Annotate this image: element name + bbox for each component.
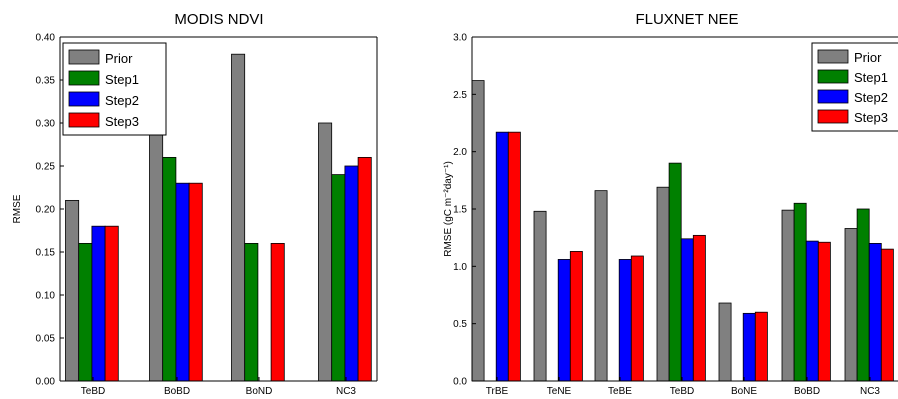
x-tick-label: BoBD xyxy=(794,386,820,397)
bar-step2-bobd xyxy=(175,182,190,382)
y-tick-label: 0.05 xyxy=(36,334,56,345)
legend-label-step1: Step1 xyxy=(105,72,139,87)
y-tick-label: 0.10 xyxy=(36,291,56,302)
chart-title: MODIS NDVI xyxy=(174,11,263,28)
x-tick-label: TeBE xyxy=(608,386,632,397)
bar-prior-bond xyxy=(231,53,246,382)
bar-step3-bone xyxy=(754,311,768,382)
y-tick-label: 1.0 xyxy=(453,262,467,273)
chart-title: FLUXNET NEE xyxy=(635,11,738,28)
bar-step3-bond xyxy=(270,242,285,382)
legend-label-step2: Step2 xyxy=(854,90,888,105)
bar-prior-tebe xyxy=(594,190,608,382)
bar-step3-trbe xyxy=(507,131,521,382)
bar-step1-bobd xyxy=(793,202,807,382)
legend-swatch-prior xyxy=(817,49,849,64)
legend-label-prior: Prior xyxy=(105,51,133,66)
bar-step1-bond xyxy=(244,242,259,382)
x-tick-label: BoNE xyxy=(731,386,757,397)
bar-step3-tebd xyxy=(692,234,706,382)
legend-swatch-step3 xyxy=(817,109,849,124)
bar-prior-tene xyxy=(533,210,547,382)
legend-label-step3: Step3 xyxy=(854,110,888,125)
bar-step3-nc3 xyxy=(357,156,372,382)
bar-prior-bobd xyxy=(781,209,795,382)
x-tick-label: NC3 xyxy=(336,386,356,397)
bar-prior-bobd xyxy=(149,114,164,382)
bar-step3-bobd xyxy=(188,182,203,382)
legend-label-step2: Step2 xyxy=(105,93,139,108)
bar-prior-bone xyxy=(718,302,732,382)
x-tick-label: BoND xyxy=(246,386,273,397)
x-tick-label: TeNE xyxy=(547,386,572,397)
bar-step1-nc3 xyxy=(331,174,346,382)
legend-swatch-step3 xyxy=(68,112,100,128)
bar-step2-bobd xyxy=(805,240,819,382)
y-axis-label: RMSE (gC m⁻²day⁻¹) xyxy=(443,161,454,257)
y-tick-label: 1.5 xyxy=(453,205,467,216)
y-tick-label: 0.40 xyxy=(36,33,56,44)
y-tick-label: 0.25 xyxy=(36,162,56,173)
legend: Prior Step1 Step2 Step3 xyxy=(62,42,167,136)
y-tick-label: 0.0 xyxy=(453,377,467,388)
legend-swatch-step1 xyxy=(68,70,100,86)
bar-step2-bone xyxy=(742,312,756,382)
bar-prior-nc3 xyxy=(318,122,333,382)
y-tick-label: 0.5 xyxy=(453,319,467,330)
x-tick-label: TeBD xyxy=(81,386,105,397)
legend-swatch-step1 xyxy=(817,69,849,84)
bar-step2-tebd xyxy=(91,225,106,382)
bar-step1-tebd xyxy=(78,242,93,382)
bar-step3-nc3 xyxy=(880,248,894,382)
bar-step3-tene xyxy=(569,251,583,382)
bar-prior-nc3 xyxy=(844,228,858,382)
x-tick-label: BoBD xyxy=(164,386,190,397)
legend-swatch-step2 xyxy=(817,89,849,104)
y-tick-label: 2.0 xyxy=(453,147,467,158)
bar-step1-nc3 xyxy=(856,208,870,382)
y-tick-label: 0.30 xyxy=(36,119,56,130)
legend-label-prior: Prior xyxy=(854,50,882,65)
legend-swatch-step2 xyxy=(68,91,100,107)
bar-prior-trbe xyxy=(471,80,485,382)
bar-step1-bobd xyxy=(162,156,177,382)
bar-step2-nc3 xyxy=(344,165,359,382)
ndvi-chart: MODIS NDVI RMSE 0.00 0.05 0.10 0.15 0.20 0.25 0.… xyxy=(12,11,378,397)
nee-chart: FLUXNET NEE RMSE (gC m⁻²day⁻¹) 0.0 0.5 1.0 1.… xyxy=(443,11,898,397)
bar-step3-bobd xyxy=(817,241,831,382)
bar-step2-trbe xyxy=(495,131,509,382)
bar-step2-tebd xyxy=(680,238,694,382)
bar-step2-nc3 xyxy=(868,242,882,382)
y-tick-label: 0.20 xyxy=(36,205,56,216)
bar-step2-tene xyxy=(557,259,571,382)
y-tick-label: 0.15 xyxy=(36,248,56,259)
x-tick-label: NC3 xyxy=(860,386,880,397)
bar-step1-tebd xyxy=(668,162,682,382)
y-tick-label: 3.0 xyxy=(453,33,467,44)
bar-prior-tebd xyxy=(656,186,670,382)
x-tick-label: TeBD xyxy=(670,386,694,397)
y-axis-label: RMSE xyxy=(12,194,23,223)
legend-swatch-prior xyxy=(68,49,100,65)
y-tick-label: 2.5 xyxy=(453,90,467,101)
x-tick-label: TrBE xyxy=(486,386,509,397)
legend-label-step3: Step3 xyxy=(105,114,139,129)
bar-step3-tebe xyxy=(630,255,644,382)
bar-prior-tebd xyxy=(65,199,80,382)
y-tick-label: 0.35 xyxy=(36,76,56,87)
legend: Prior Step1 Step2 Step3 xyxy=(811,42,898,132)
legend-label-step1: Step1 xyxy=(854,70,888,85)
bar-step3-tebd xyxy=(104,225,119,382)
bar-step2-tebe xyxy=(618,259,632,382)
y-tick-label: 0.00 xyxy=(36,377,56,388)
